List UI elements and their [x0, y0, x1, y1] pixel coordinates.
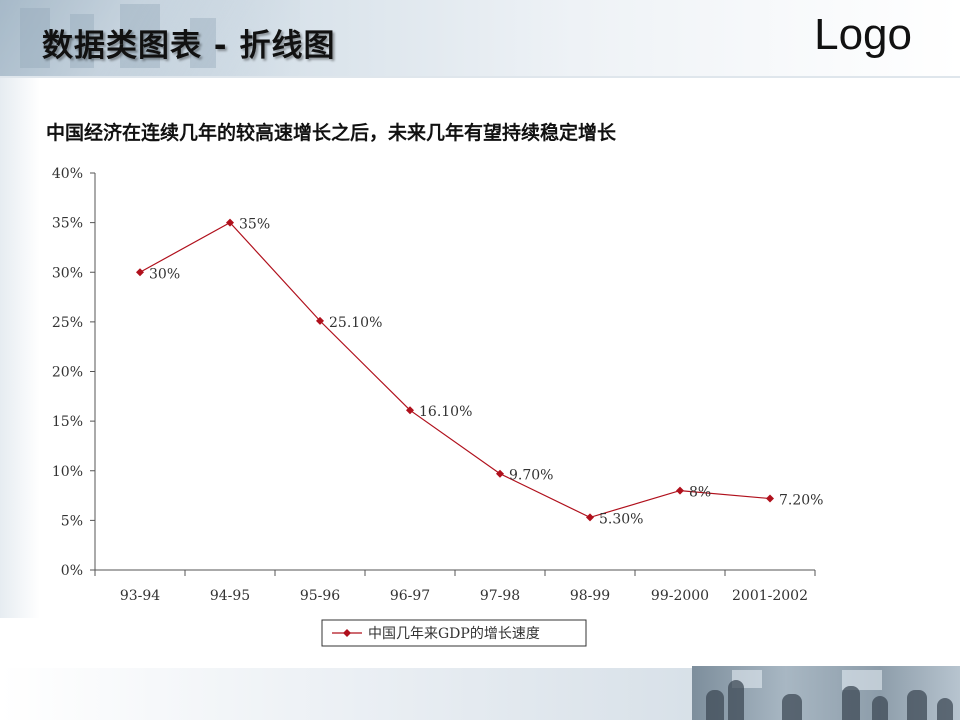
x-tick-label: 2001-2002 [732, 588, 808, 604]
x-tick-label: 93-94 [120, 588, 160, 604]
data-point-marker [586, 513, 594, 522]
left-decoration [0, 78, 40, 618]
y-tick-labels: 0% 5% 10% 15% 20% 25% 30% 35% 40% [52, 166, 83, 579]
series-layer: 30% 35% 25.10% 16.10% 9.70% 5.30% 8% 7.20% [136, 217, 823, 527]
data-label: 8% [689, 485, 711, 501]
y-tick-label: 20% [52, 365, 83, 381]
data-label: 16.10% [419, 404, 472, 420]
data-label: 25.10% [329, 315, 382, 331]
y-tick-label: 10% [52, 464, 83, 480]
data-label: 9.70% [509, 468, 553, 484]
x-tick-label: 98-99 [570, 588, 610, 604]
series-line [139, 221, 771, 519]
data-point-marker [766, 494, 774, 503]
data-label: 5.30% [599, 511, 643, 527]
y-tick-label: 25% [52, 315, 83, 331]
y-tick-label: 15% [52, 414, 83, 430]
y-tick-label: 5% [61, 513, 83, 529]
chart-legend: 中国几年来GDP的增长速度 [321, 619, 587, 647]
x-tick-label: 97-98 [480, 588, 520, 604]
data-point-marker [496, 469, 504, 478]
x-tick-labels: 93-94 94-95 95-96 96-97 97-98 98-99 99-2000 200… [120, 588, 808, 604]
header-divider [0, 76, 960, 78]
footer-photo [692, 666, 960, 720]
line-chart: 0% 5% 10% 15% 20% 25% 30% 35% 40% 93-94 94-95 95-9… [52, 166, 823, 647]
data-point-marker [316, 316, 324, 325]
data-label: 30% [149, 266, 180, 282]
x-tick-label: 95-96 [300, 588, 340, 604]
data-label: 35% [239, 217, 270, 233]
data-point-marker [676, 486, 684, 495]
header-background-photo [0, 0, 300, 76]
y-tick-label: 40% [52, 166, 83, 182]
x-tick-label: 94-95 [210, 588, 250, 604]
data-point-marker [136, 268, 144, 277]
y-tick-label: 35% [52, 216, 83, 232]
legend-label: 中国几年来GDP的增长速度 [368, 626, 540, 642]
header-band: 数据类图表 - 折线图 Logo [0, 0, 960, 76]
y-tick-label: 30% [52, 265, 83, 281]
logo: Logo [814, 10, 912, 59]
chart-subtitle: 中国经济在连续几年的较高速增长之后，未来几年有望持续稳定增长 [46, 122, 617, 144]
chart-axes [90, 172, 816, 576]
x-tick-label: 99-2000 [651, 588, 709, 604]
legend-marker [343, 629, 351, 637]
x-tick-label: 96-97 [390, 588, 430, 604]
data-point-marker [406, 406, 414, 415]
legend-box [321, 619, 587, 647]
data-label: 7.20% [779, 493, 823, 509]
data-point-marker [226, 218, 234, 227]
page-title: 数据类图表 - 折线图 [42, 28, 336, 64]
y-tick-label: 0% [61, 563, 83, 579]
